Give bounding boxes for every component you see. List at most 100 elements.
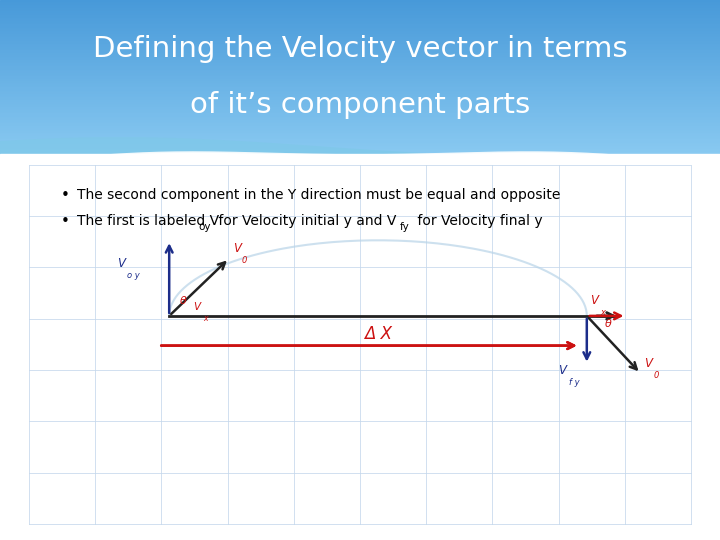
Bar — [0, 131, 720, 133]
Bar — [0, 126, 720, 128]
Bar — [0, 79, 720, 81]
Bar — [0, 60, 720, 62]
Text: of it’s component parts: of it’s component parts — [190, 91, 530, 119]
Bar — [0, 19, 720, 21]
Bar — [0, 112, 720, 113]
Bar — [0, 125, 720, 126]
Bar — [0, 44, 720, 45]
Bar — [0, 13, 720, 15]
Text: The second component in the Y direction must be equal and opposite: The second component in the Y direction … — [77, 188, 560, 202]
Bar — [0, 160, 720, 162]
Bar — [0, 24, 720, 26]
Bar — [0, 113, 720, 115]
Bar — [0, 75, 720, 76]
Bar — [0, 84, 720, 86]
Bar — [0, 31, 720, 32]
Text: The first is labeled V: The first is labeled V — [77, 214, 219, 228]
Bar — [0, 154, 720, 540]
Bar — [0, 26, 720, 28]
Bar — [0, 40, 720, 42]
Bar — [0, 149, 720, 151]
Bar — [0, 58, 720, 60]
Bar — [0, 115, 720, 117]
Bar — [0, 21, 720, 23]
Bar — [0, 47, 720, 49]
Bar — [0, 68, 720, 70]
Bar — [0, 133, 720, 134]
Bar — [0, 154, 720, 156]
Bar — [0, 36, 720, 37]
Bar — [0, 76, 720, 78]
Bar — [0, 139, 720, 141]
Bar — [0, 94, 720, 96]
Bar — [0, 32, 720, 34]
Bar — [0, 66, 720, 68]
Bar — [0, 49, 720, 50]
Bar — [0, 91, 720, 92]
Bar — [0, 10, 720, 11]
Bar — [0, 34, 720, 36]
Text: V: V — [117, 257, 125, 271]
Bar — [0, 156, 720, 157]
Text: o y: o y — [127, 271, 140, 280]
Bar — [0, 45, 720, 47]
Bar — [0, 152, 720, 154]
Bar — [0, 144, 720, 146]
Bar — [0, 53, 720, 55]
Bar — [0, 70, 720, 71]
Bar — [0, 29, 720, 31]
Bar — [0, 86, 720, 87]
Bar — [0, 157, 720, 159]
Bar — [0, 63, 720, 65]
Bar — [0, 83, 720, 84]
Bar — [0, 62, 720, 63]
Bar — [0, 81, 720, 83]
Bar — [0, 120, 720, 122]
Bar — [0, 3, 720, 5]
Bar — [0, 128, 720, 130]
Bar — [0, 136, 720, 138]
Text: 0: 0 — [242, 256, 248, 265]
Bar — [0, 159, 720, 160]
Bar — [0, 110, 720, 112]
Text: V: V — [590, 294, 598, 307]
Bar — [0, 117, 720, 118]
Bar — [0, 134, 720, 136]
Bar — [0, 146, 720, 147]
Text: •: • — [61, 188, 70, 203]
Text: V: V — [558, 364, 566, 377]
Bar — [0, 5, 720, 6]
Bar — [0, 39, 720, 40]
Text: oy: oy — [198, 222, 210, 232]
Bar — [0, 2, 720, 3]
Bar — [0, 96, 720, 97]
Bar — [0, 0, 720, 2]
Bar — [0, 23, 720, 24]
Bar — [0, 151, 720, 152]
Bar — [0, 50, 720, 52]
Bar — [0, 118, 720, 120]
Bar — [0, 8, 720, 10]
Bar — [0, 102, 720, 104]
Bar — [0, 42, 720, 44]
Bar — [0, 99, 720, 100]
Bar — [0, 6, 720, 8]
Text: for Velocity final y: for Velocity final y — [413, 214, 542, 228]
Bar — [0, 15, 720, 16]
Text: V: V — [644, 357, 652, 370]
Bar — [0, 143, 720, 144]
Bar — [0, 92, 720, 94]
Text: 0: 0 — [654, 371, 659, 380]
Bar — [0, 97, 720, 99]
Text: for Velocity initial y and V: for Velocity initial y and V — [214, 214, 396, 228]
Text: f y: f y — [569, 378, 580, 387]
Bar — [0, 57, 720, 58]
Bar — [0, 123, 720, 125]
Bar — [0, 55, 720, 57]
Bar — [0, 78, 720, 79]
Bar — [0, 71, 720, 73]
Bar — [0, 122, 720, 123]
Bar — [0, 18, 720, 19]
Text: •: • — [61, 214, 70, 229]
Bar — [0, 65, 720, 66]
